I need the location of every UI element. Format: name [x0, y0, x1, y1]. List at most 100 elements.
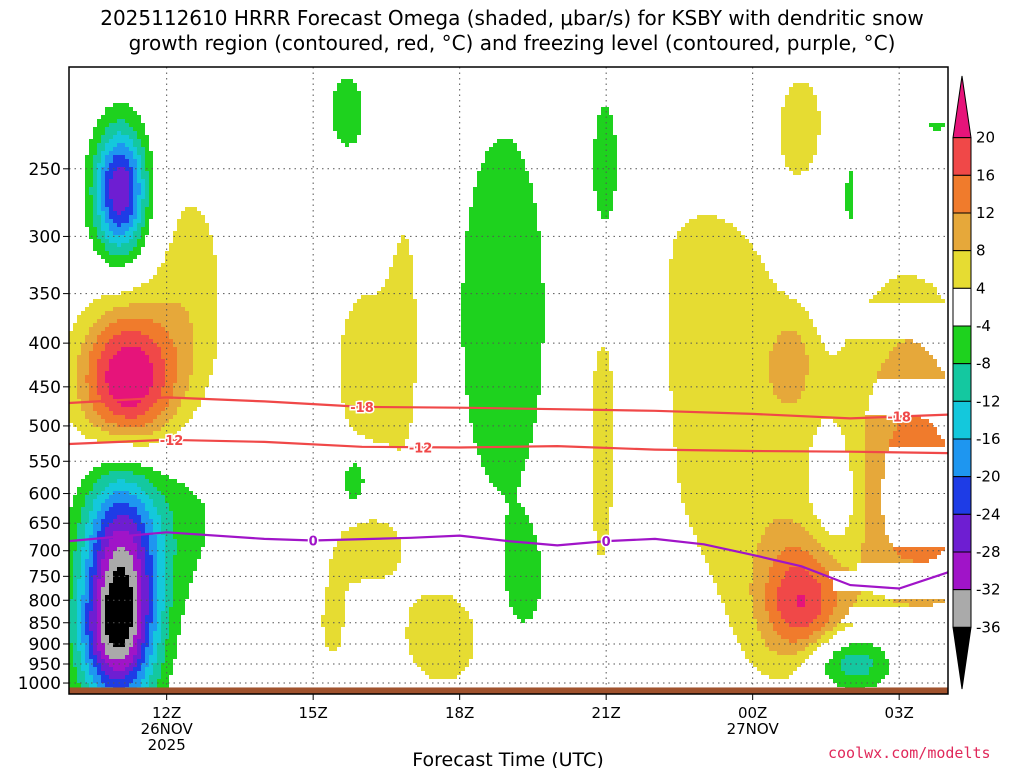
omega-cell: [109, 187, 129, 191]
omega-cell: [333, 123, 361, 127]
omega-cell: [69, 623, 77, 627]
omega-cell: [93, 243, 105, 247]
omega-cell: [769, 615, 781, 619]
omega-cell: [181, 403, 201, 407]
credit-link[interactable]: coolwx.com/modelts: [828, 744, 991, 762]
omega-cell: [777, 587, 821, 591]
omega-cell: [865, 531, 885, 535]
omega-cell: [141, 539, 149, 543]
omega-cell: [89, 575, 93, 579]
omega-cell: [601, 111, 609, 115]
omega-cell: [781, 399, 797, 403]
omega-cell: [93, 323, 109, 327]
omega-cell: [109, 507, 137, 511]
omega-cell: [773, 383, 805, 387]
omega-cell: [669, 267, 765, 271]
x-tick-label: 18Z: [445, 704, 474, 722]
omega-cell: [865, 431, 893, 435]
omega-cell: [773, 343, 805, 347]
omega-cell: [409, 611, 469, 615]
omega-cell: [149, 279, 217, 283]
omega-cell: [865, 447, 889, 451]
omega-cell: [109, 559, 133, 563]
omega-cell: [769, 379, 805, 383]
omega-cell: [77, 379, 85, 383]
omega-cell: [81, 639, 89, 643]
omega-cell: [169, 619, 181, 623]
omega-cell: [669, 311, 809, 315]
omega-cell: [129, 303, 181, 307]
omega-cell: [825, 623, 837, 627]
omega-cell: [853, 511, 865, 515]
omega-cell: [145, 623, 149, 627]
omega-cell: [673, 423, 821, 427]
omega-cell: [841, 431, 865, 435]
omega-cell: [141, 215, 145, 219]
omega-cell: [469, 227, 537, 231]
omega-cell: [89, 187, 97, 191]
omega-cell: [821, 595, 837, 599]
omega-cell: [393, 263, 413, 267]
omega-cell: [173, 559, 197, 563]
omega-cell: [141, 563, 145, 567]
omega-cell: [149, 195, 153, 199]
omega-cell: [129, 199, 133, 203]
omega-cell: [161, 623, 169, 627]
omega-cell: [729, 623, 757, 627]
omega-cell: [69, 559, 73, 563]
omega-cell: [741, 647, 769, 651]
omega-cell: [69, 671, 77, 675]
omega-cell: [693, 527, 765, 531]
omega-cell: [193, 347, 217, 351]
omega-cell: [697, 543, 757, 547]
omega-cell: [101, 527, 105, 531]
omega-cell: [69, 363, 77, 367]
omega-cell: [85, 591, 89, 595]
omega-cell: [177, 539, 205, 543]
omega-cell: [117, 119, 125, 123]
omega-cell: [845, 343, 897, 347]
omega-cell: [69, 579, 73, 583]
omega-cell: [85, 575, 89, 579]
omega-cell: [413, 659, 469, 663]
omega-cell: [505, 499, 517, 503]
omega-cell: [105, 651, 129, 655]
omega-cell: [109, 339, 153, 343]
omega-cell: [97, 375, 105, 379]
omega-cell: [173, 391, 185, 395]
omega-cell: [77, 599, 81, 603]
omega-cell: [141, 171, 149, 175]
omega-cell: [77, 623, 81, 627]
omega-cell: [181, 303, 217, 307]
omega-cell: [73, 659, 81, 663]
omega-cell: [157, 535, 165, 539]
omega-cell: [681, 487, 809, 491]
omega-cell: [109, 407, 149, 411]
omega-cell: [153, 607, 157, 611]
omega-cell: [689, 219, 725, 223]
omega-cell: [473, 439, 533, 443]
omega-cell: [669, 315, 809, 319]
omega-cell: [113, 147, 129, 151]
omega-cell: [121, 331, 141, 335]
omega-cell: [69, 567, 73, 571]
omega-cell: [785, 95, 817, 99]
omega-cell: [101, 355, 113, 359]
omega-cell: [97, 591, 101, 595]
omega-cell: [109, 367, 153, 371]
omega-cell: [601, 107, 609, 111]
omega-cell: [141, 487, 157, 491]
omega-cell: [69, 519, 81, 523]
omega-cell: [77, 367, 89, 371]
omega-cell: [705, 559, 753, 563]
omega-cell: [773, 387, 805, 391]
omega-cell: [101, 151, 109, 155]
omega-cell: [753, 607, 765, 611]
omega-cell: [329, 571, 393, 575]
omega-cell: [101, 587, 109, 591]
omega-cell: [145, 627, 149, 631]
omega-cell: [849, 171, 853, 175]
omega-cell: [337, 87, 357, 91]
omega-cell: [669, 371, 769, 375]
omega-cell: [85, 619, 89, 623]
